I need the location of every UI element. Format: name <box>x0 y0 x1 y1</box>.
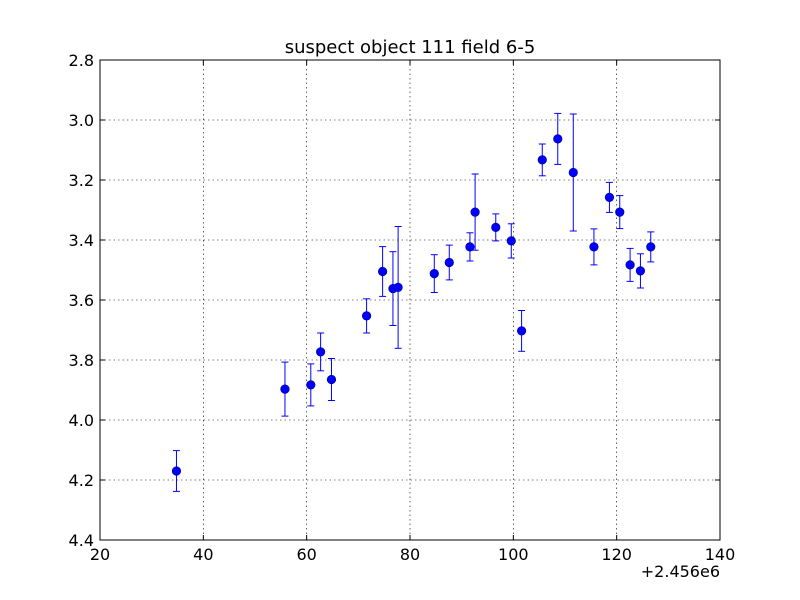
data-point <box>625 260 635 270</box>
data-point <box>568 167 578 178</box>
x-tick-label: 20 <box>90 545 110 564</box>
chart-title: suspect object 111 field 6-5 <box>285 37 536 58</box>
axis-ticks <box>99 59 721 541</box>
x-tick-labels: 20 40 60 80 100 120 140 <box>90 545 735 564</box>
y-tick-label: 3.0 <box>69 111 94 130</box>
data-point <box>393 282 403 293</box>
y-tick-label: 4.0 <box>69 411 94 430</box>
data-point <box>553 134 563 144</box>
data-point <box>589 242 599 252</box>
y-tick-label: 3.4 <box>69 231 94 250</box>
data-point <box>429 269 439 279</box>
data-point <box>326 374 337 385</box>
grid <box>100 60 720 540</box>
data-point <box>444 257 454 268</box>
x-tick-label: 140 <box>705 545 736 564</box>
x-axis-offset-label: +2.456e6 <box>641 562 720 581</box>
data-point <box>604 192 615 202</box>
y-tick-label: 2.8 <box>69 51 94 70</box>
data-point <box>516 326 527 336</box>
y-tick-label: 4.4 <box>69 531 94 550</box>
data-point <box>171 466 182 476</box>
y-tick-labels: 2.8 3.0 3.2 3.4 3.6 3.8 4.0 4.2 4.4 <box>69 51 94 550</box>
data-point <box>646 242 656 252</box>
data-point <box>491 222 501 232</box>
y-tick-label: 3.6 <box>69 291 94 310</box>
x-tick-label: 100 <box>498 545 529 564</box>
data-point <box>362 311 372 321</box>
data-points <box>171 134 656 476</box>
y-tick-label: 3.8 <box>69 351 94 370</box>
data-point <box>615 207 625 217</box>
y-tick-label: 4.2 <box>69 471 94 490</box>
x-tick-label: 40 <box>193 545 213 564</box>
data-point <box>537 155 547 165</box>
data-point <box>506 236 516 246</box>
data-point <box>306 380 316 390</box>
x-tick-label: 120 <box>601 545 632 564</box>
data-point <box>470 207 480 217</box>
x-tick-label: 60 <box>296 545 316 564</box>
data-point <box>465 242 475 252</box>
data-point <box>280 384 290 394</box>
data-point <box>635 266 646 276</box>
data-point <box>316 347 326 357</box>
data-point <box>378 266 388 277</box>
y-tick-label: 3.2 <box>69 171 94 190</box>
x-tick-label: 80 <box>400 545 420 564</box>
